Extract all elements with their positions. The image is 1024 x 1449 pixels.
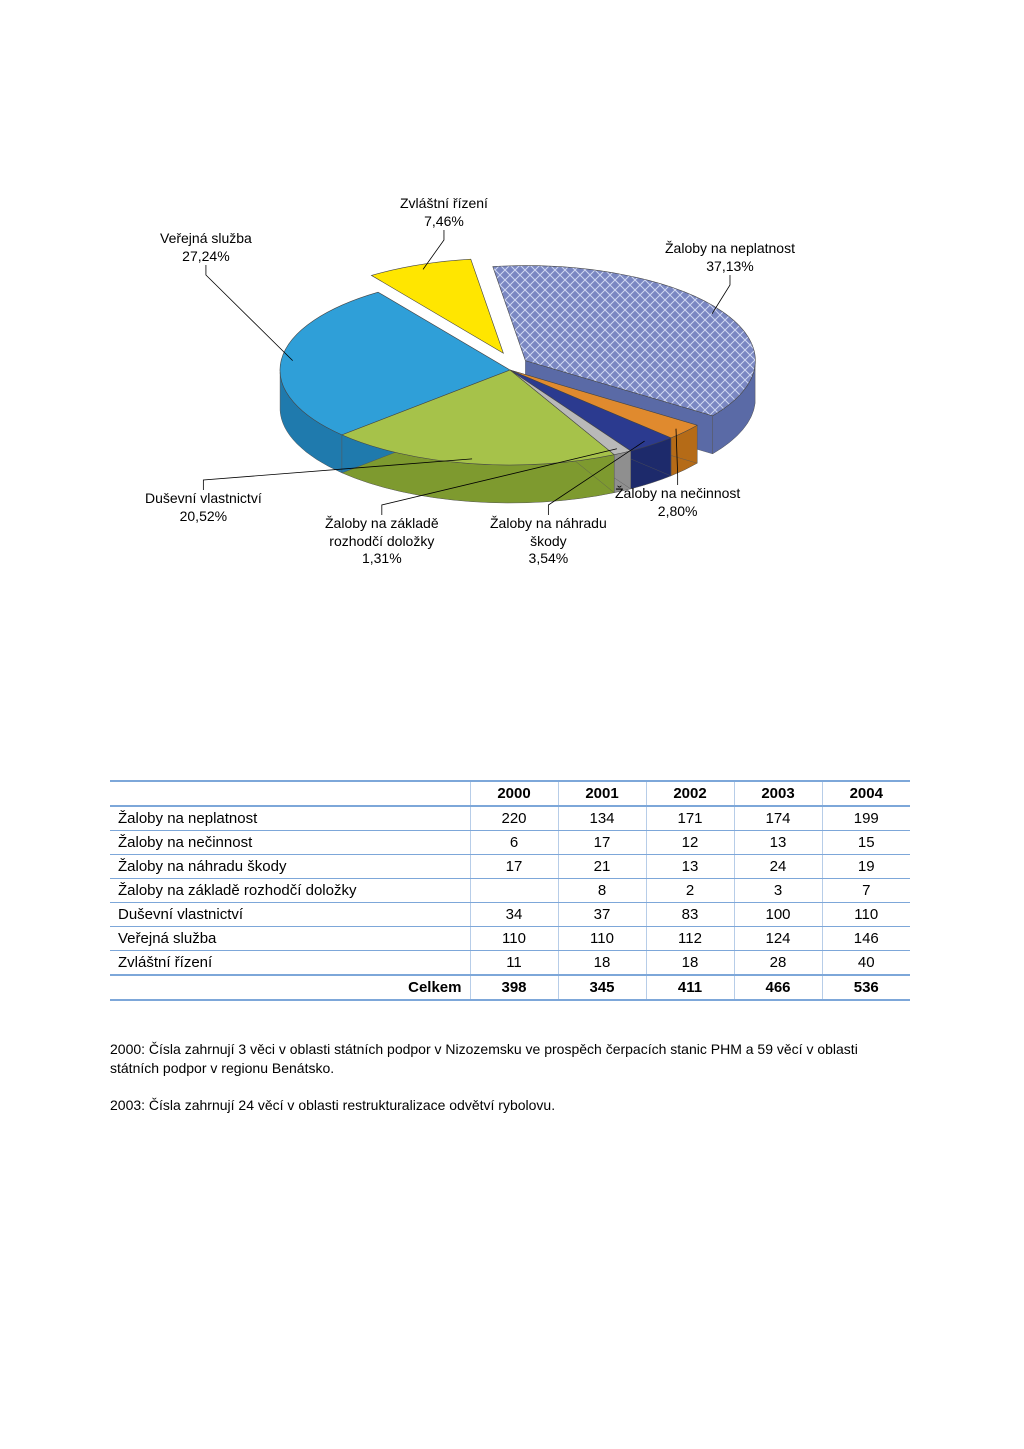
table-total-row: Celkem398345411466536 (110, 975, 910, 1000)
table-cell: 8 (558, 879, 646, 903)
table-row-label: Zvláštní řízení (110, 951, 470, 976)
table-cell (470, 879, 558, 903)
pie-chart: Zvláštní řízení 7,46%Žaloby na neplatnos… (110, 200, 910, 630)
table-cell: 40 (822, 951, 910, 976)
table-row: Duševní vlastnictví343783100110 (110, 903, 910, 927)
table-row: Zvláštní řízení1118182840 (110, 951, 910, 976)
table-cell: 17 (558, 831, 646, 855)
table-cell: 21 (558, 855, 646, 879)
table-cell: 110 (822, 903, 910, 927)
table-cell: 34 (470, 903, 558, 927)
table-header-row: 20002001200220032004 (110, 781, 910, 806)
table-cell: 146 (822, 927, 910, 951)
pie-label-rozhodci: Žaloby na základě rozhodčí doložky 1,31% (325, 515, 439, 568)
table-header-year: 2002 (646, 781, 734, 806)
table-cell: 7 (822, 879, 910, 903)
table-cell: 37 (558, 903, 646, 927)
table-cell: 100 (734, 903, 822, 927)
table-total-cell: 536 (822, 975, 910, 1000)
table-row: Žaloby na základě rozhodčí doložky 8237 (110, 879, 910, 903)
pie-label-neplatnost: Žaloby na neplatnost 37,13% (665, 240, 795, 275)
table-row-label: Duševní vlastnictví (110, 903, 470, 927)
table-cell: 174 (734, 806, 822, 831)
table-cell: 134 (558, 806, 646, 831)
table-total-cell: 398 (470, 975, 558, 1000)
table-header-label (110, 781, 470, 806)
table-total-cell: 411 (646, 975, 734, 1000)
pie-leader-verejna (206, 265, 293, 361)
table-row: Veřejná služba110110112124146 (110, 927, 910, 951)
table-row: Žaloby na neplatnost220134171174199 (110, 806, 910, 831)
table-cell: 18 (558, 951, 646, 976)
table-row: Žaloby na náhradu škody1721132419 (110, 855, 910, 879)
table-row-label: Žaloby na náhradu škody (110, 855, 470, 879)
table-header-year: 2001 (558, 781, 646, 806)
table-row: Žaloby na nečinnost617121315 (110, 831, 910, 855)
table-cell: 110 (558, 927, 646, 951)
table-cell: 199 (822, 806, 910, 831)
table-cell: 13 (734, 831, 822, 855)
table-cell: 2 (646, 879, 734, 903)
table-cell: 3 (734, 879, 822, 903)
pie-label-nahradu: Žaloby na náhradu škody 3,54% (490, 515, 607, 568)
page: Zvláštní řízení 7,46% Žaloby na neplatnos… (0, 0, 1024, 1449)
table-cell: 15 (822, 831, 910, 855)
table-row-label: Veřejná služba (110, 927, 470, 951)
table-total-label: Celkem (110, 975, 470, 1000)
table-cell: 171 (646, 806, 734, 831)
table-header-year: 2000 (470, 781, 558, 806)
footnote: 2003: Čísla zahrnují 24 věcí v oblasti r… (110, 1096, 910, 1115)
table-header-year: 2003 (734, 781, 822, 806)
table-cell: 124 (734, 927, 822, 951)
table-row-label: Žaloby na základě rozhodčí doložky (110, 879, 470, 903)
footnote: 2000: Čísla zahrnují 3 věci v oblasti st… (110, 1040, 910, 1078)
table-cell: 18 (646, 951, 734, 976)
pie-label-dusevni: Duševní vlastnictví 20,52% (145, 490, 262, 525)
table-total-cell: 466 (734, 975, 822, 1000)
table-cell: 83 (646, 903, 734, 927)
data-table: 20002001200220032004 Žaloby na neplatnos… (110, 780, 910, 1001)
table-header-year: 2004 (822, 781, 910, 806)
pie-label-necinnost: Žaloby na nečinnost 2,80% (615, 485, 740, 520)
table-cell: 19 (822, 855, 910, 879)
table-cell: 220 (470, 806, 558, 831)
table-cell: 12 (646, 831, 734, 855)
table-cell: 11 (470, 951, 558, 976)
table-cell: 13 (646, 855, 734, 879)
table-row-label: Žaloby na neplatnost (110, 806, 470, 831)
table-cell: 112 (646, 927, 734, 951)
data-table-container: 20002001200220032004 Žaloby na neplatnos… (110, 780, 910, 1001)
table-cell: 17 (470, 855, 558, 879)
table-cell: 24 (734, 855, 822, 879)
table-cell: 110 (470, 927, 558, 951)
table-total-cell: 345 (558, 975, 646, 1000)
table-cell: 6 (470, 831, 558, 855)
pie-label-zvlastni: Zvláštní řízení 7,46% (400, 195, 488, 230)
pie-label-verejna: Veřejná služba 27,24% (160, 230, 252, 265)
table-row-label: Žaloby na nečinnost (110, 831, 470, 855)
footnotes: 2000: Čísla zahrnují 3 věci v oblasti st… (110, 1040, 910, 1133)
table-cell: 28 (734, 951, 822, 976)
